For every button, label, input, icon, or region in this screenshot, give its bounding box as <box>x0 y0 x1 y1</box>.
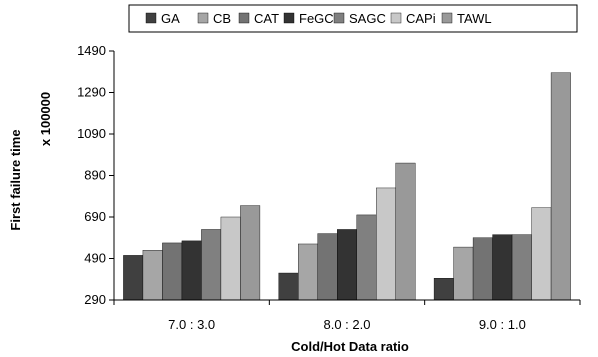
y-tick-label: 290 <box>84 292 106 307</box>
legend-label-fegc: FeGC <box>299 11 334 26</box>
x-tick-label: 9.0 : 1.0 <box>479 317 526 332</box>
bar-fegc <box>181 240 202 301</box>
y-tick-label: 690 <box>84 209 106 224</box>
bar-fegc <box>337 229 357 301</box>
legend-swatch-cb <box>197 12 209 24</box>
y-axis-title: First failure time <box>8 129 23 230</box>
x-axis-title: Cold/Hot Data ratio <box>291 339 409 354</box>
bar-tawl <box>240 205 261 301</box>
legend-swatch-cat <box>238 12 250 24</box>
x-tick-label: 8.0 : 2.0 <box>324 317 371 332</box>
y-tick-label: 1490 <box>77 43 106 58</box>
legend-label-ga: GA <box>161 11 180 26</box>
bar-tawl <box>550 72 571 301</box>
bar-fegc <box>492 234 513 301</box>
legend-swatch-fegc <box>283 12 295 24</box>
y-tick-label: 1290 <box>77 85 106 100</box>
legend-swatch-sagc <box>333 12 345 24</box>
bar-capi <box>376 187 396 301</box>
bar-sagc <box>356 214 377 301</box>
legend-swatch-tawl <box>441 12 453 24</box>
bar-sagc <box>511 234 532 301</box>
bar-cb <box>298 243 318 301</box>
x-axis: 7.0 : 3.0 8.0 : 2.0 9.0 : 1.0 <box>113 299 581 332</box>
legend-label-sagc: SAGC <box>349 11 386 26</box>
y-axis-multiplier: x 100000 <box>38 92 53 146</box>
bar-sagc <box>201 229 222 301</box>
y-tick-label: 490 <box>84 251 106 266</box>
legend-swatch-ga <box>145 12 157 24</box>
legend-swatch-capi <box>390 12 402 24</box>
y-axis: 290 490 690 890 1090 1290 1490 <box>77 43 115 307</box>
bar-cat <box>162 242 183 301</box>
legend-label-cat: CAT <box>254 11 279 26</box>
legend: GA CB CAT FeGC SAGC CAPi TAWL <box>128 4 578 33</box>
x-tick-label: 7.0 : 3.0 <box>168 317 215 332</box>
bar-capi <box>220 216 241 301</box>
legend-label-capi: CAPi <box>406 11 436 26</box>
bars <box>123 72 571 301</box>
bar-cb <box>142 249 163 301</box>
bar-cat <box>472 237 493 301</box>
y-tick-label: 1090 <box>77 126 106 141</box>
bar-cb <box>453 246 474 301</box>
y-tick-label: 890 <box>84 168 106 183</box>
bar-ga <box>433 278 454 301</box>
bar-cat <box>317 233 338 301</box>
bar-ga <box>123 255 144 301</box>
bar-capi <box>531 207 552 301</box>
bar-ga <box>278 272 299 301</box>
legend-label-tawl: TAWL <box>457 11 492 26</box>
bar-tawl <box>395 162 416 301</box>
legend-label-cb: CB <box>213 11 231 26</box>
